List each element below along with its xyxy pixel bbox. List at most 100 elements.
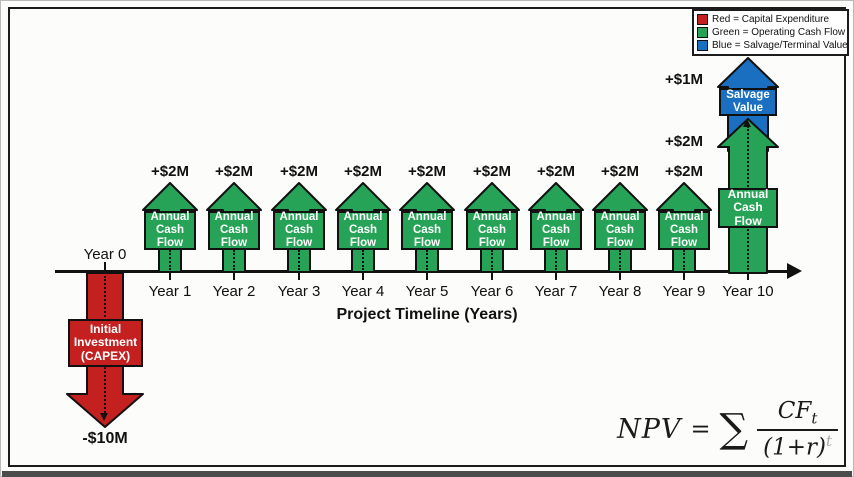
cashflow-box-line2: Cash	[219, 224, 249, 237]
year-label-2: Year 2	[212, 283, 256, 300]
cashflow-amount-label: +$2M	[151, 163, 189, 180]
capex-box-line3: (CAPEX)	[80, 348, 131, 363]
cashflow-box-line1: Annual	[150, 211, 190, 224]
cashflow-dotted-line	[619, 250, 621, 270]
year10-dotted-tip-icon	[743, 119, 751, 127]
year10-box-line2: Cash	[733, 200, 763, 215]
year-label-0: Year 0	[83, 246, 127, 263]
legend-label-capex: Red = Capital Expenditure	[712, 13, 830, 25]
cashflow-dotted-line	[362, 250, 364, 270]
cashflow-box-line1: Annual	[600, 211, 640, 224]
cashflow-box-line3: Flow	[285, 236, 313, 249]
sigma-symbol: ∑	[719, 406, 749, 453]
year-label-1: Year 1	[148, 283, 192, 300]
cashflow-box-line2: Cash	[605, 224, 635, 237]
cashflow-box-line3: Flow	[606, 236, 634, 249]
year-label-9: Year 9	[662, 283, 706, 300]
legend-label-salvage: Blue = Salvage/Terminal Value	[712, 39, 848, 51]
cashflow-box-line3: Flow	[413, 236, 441, 249]
timeline-tick	[104, 262, 106, 280]
cashflow-box-line1: Annual	[279, 211, 319, 224]
cashflow-box-line3: Flow	[156, 236, 184, 249]
capex-box-line1: Initial	[89, 321, 122, 336]
cashflow-box-line1: Annual	[536, 211, 576, 224]
cashflow-box-line1: Annual	[472, 211, 512, 224]
salvage-box-line2: Value	[732, 102, 764, 114]
year10-box-line3: Flow	[734, 213, 762, 228]
cashflow-dotted-line	[555, 250, 557, 270]
cashflow-amount-label: +$2M	[473, 163, 511, 180]
timeline-title: Project Timeline (Years)	[336, 306, 518, 323]
cashflow-column: +$2M Annual Cash Flow	[464, 163, 520, 273]
capex-dotted-tip-icon	[100, 413, 108, 421]
formula-equals: =	[690, 415, 711, 444]
cashflow-box-line3: Flow	[220, 236, 248, 249]
cashflow-box-line1: Annual	[664, 211, 704, 224]
cashflow-column: +$2M Annual Cash Flow	[592, 163, 648, 273]
cashflow-column: +$2M Annual Cash Flow	[206, 163, 262, 273]
cashflow-dotted-line	[298, 250, 300, 270]
cashflow-amount-label: +$2M	[665, 163, 703, 180]
bottom-edge-strip	[2, 471, 852, 477]
cashflow-amount-label: +$2M	[344, 163, 382, 180]
cashflow-box: Annual Cash Flow	[530, 211, 582, 250]
year10-column: Salvage Value Annual Cash Flow	[716, 57, 780, 274]
cashflow-box: Annual Cash Flow	[144, 211, 196, 250]
formula-lhs: NPV	[617, 413, 682, 445]
year10-cashflow-box: Annual Cash Flow	[718, 187, 778, 228]
cashflow-box: Annual Cash Flow	[273, 211, 325, 250]
legend-row-operating: Green = Operating Cash Flow	[697, 26, 846, 38]
cashflow-column: +$2M Annual Cash Flow	[271, 163, 327, 273]
cashflow-box-line2: Cash	[477, 224, 507, 237]
cashflow-amount-label: +$2M	[601, 163, 639, 180]
cashflow-box-line2: Cash	[155, 224, 185, 237]
npv-formula: NPV = ∑ CFt (1+r)t	[617, 398, 838, 460]
cashflow-column: +$2M Annual Cash Flow	[528, 163, 584, 273]
cashflow-dotted-line	[426, 250, 428, 270]
capex-box-line2: Investment	[73, 335, 138, 350]
cashflow-box-line1: Annual	[343, 211, 383, 224]
cashflow-column: +$2M Annual Cash Flow	[656, 163, 712, 273]
legend-row-salvage: Blue = Salvage/Terminal Value	[697, 40, 848, 51]
cashflow-box-line2: Cash	[541, 224, 571, 237]
cashflow-box: Annual Cash Flow	[337, 211, 389, 250]
cashflow-box-line1: Annual	[407, 211, 447, 224]
cashflow-amount-label: +$2M	[280, 163, 318, 180]
cashflow-box-line3: Flow	[542, 236, 570, 249]
cashflow-box: Annual Cash Flow	[208, 211, 260, 250]
cashflow-box-line3: Flow	[478, 236, 506, 249]
cashflow-dotted-line	[233, 250, 235, 270]
cashflow-box: Annual Cash Flow	[466, 211, 518, 250]
year-label-10: Year 10	[722, 283, 774, 300]
cashflow-dotted-line	[683, 250, 685, 270]
cashflow-box-line2: Cash	[348, 224, 378, 237]
year-label-7: Year 7	[534, 283, 578, 300]
red-swatch-icon	[697, 14, 708, 25]
legend-label-operating: Green = Operating Cash Flow	[712, 26, 846, 38]
cashflow-dotted-line	[491, 250, 493, 270]
year-label-4: Year 4	[341, 283, 385, 300]
cashflow-dotted-line	[169, 250, 171, 270]
cashflow-box-line2: Cash	[669, 224, 699, 237]
year-label-6: Year 6	[470, 283, 514, 300]
formula-fraction: CFt (1+r)t	[757, 398, 838, 460]
year10-cashflow-amount-label: +$2M	[665, 133, 703, 150]
cashflow-column: +$2M Annual Cash Flow	[142, 163, 198, 273]
legend: Red = Capital Expenditure Green = Operat…	[692, 9, 849, 56]
timeline-arrowhead-icon	[787, 263, 802, 279]
year-label-8: Year 8	[598, 283, 642, 300]
formula-denominator: (1+r)t	[757, 428, 838, 460]
cashflow-amount-label: +$2M	[215, 163, 253, 180]
cashflow-column: +$2M Annual Cash Flow	[399, 163, 455, 273]
cashflow-box-line3: Flow	[349, 236, 377, 249]
capex-box: Initial Investment (CAPEX)	[68, 319, 143, 367]
blue-swatch-icon	[697, 40, 708, 51]
capex-amount-label: -$10M	[82, 430, 128, 447]
salvage-box: Salvage Value	[719, 88, 777, 116]
salvage-amount-label: +$1M	[665, 71, 703, 88]
cashflow-amount-label: +$2M	[408, 163, 446, 180]
cashflow-box: Annual Cash Flow	[594, 211, 646, 250]
cashflow-box-line2: Cash	[284, 224, 314, 237]
diagram-border	[8, 7, 846, 467]
